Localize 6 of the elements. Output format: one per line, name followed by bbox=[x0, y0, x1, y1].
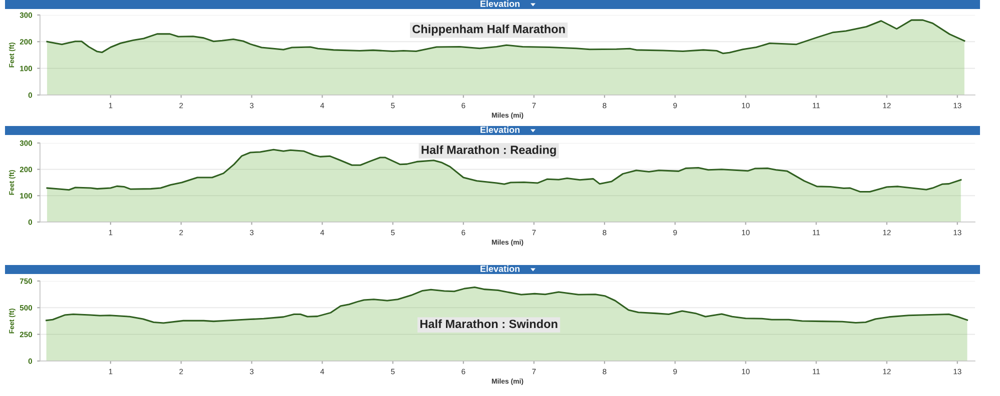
chart-title: Elevation bbox=[480, 265, 520, 272]
chart-title: Elevation bbox=[480, 0, 520, 7]
chart-title: Elevation bbox=[480, 126, 520, 133]
text: Chippenham Half Marathon bbox=[412, 24, 565, 36]
text: Half Marathon : Swindon bbox=[420, 319, 558, 328]
chart-subtitle: Half Marathon : Reading bbox=[422, 145, 556, 156]
